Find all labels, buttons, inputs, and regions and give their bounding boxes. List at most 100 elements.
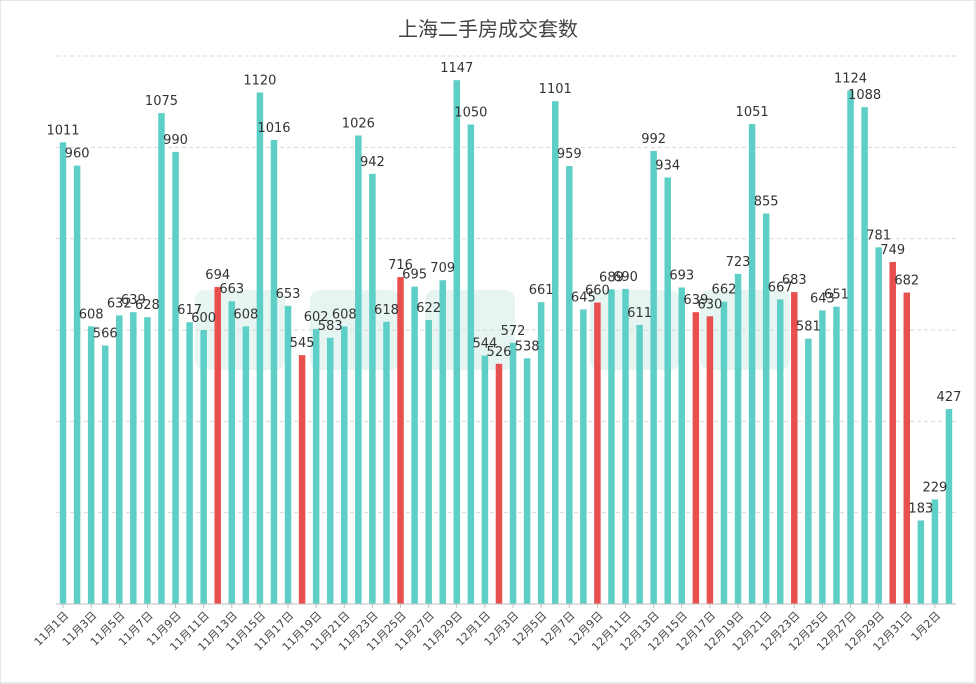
value-label-11月21日: 608 — [332, 307, 357, 322]
bar-11月7日 — [144, 317, 151, 604]
value-label-11月30日: 1050 — [454, 106, 487, 121]
value-label-11月25日: 716 — [388, 258, 413, 273]
value-label-11月9日: 990 — [163, 133, 188, 148]
bar-12月16日 — [692, 312, 700, 604]
bar-12月11日 — [622, 288, 629, 604]
value-label-12月3日: 572 — [501, 324, 526, 339]
value-label-11月1日: 1011 — [46, 123, 79, 138]
bar-12月3日 — [509, 342, 517, 604]
bar-12月1日 — [481, 355, 489, 604]
bar-12月18日 — [720, 301, 728, 604]
bar-12月13日 — [650, 150, 657, 604]
value-label-12月2日: 526 — [487, 345, 512, 360]
bar-12月12日 — [636, 324, 643, 604]
value-label-12月24日: 581 — [796, 320, 821, 335]
bar-12月7日 — [566, 166, 573, 604]
value-label-12月28日: 1088 — [848, 88, 881, 103]
value-label-1月2日: 229 — [922, 480, 947, 495]
bar-12月10日 — [608, 289, 615, 604]
bar-11月17日 — [284, 305, 292, 604]
value-label-12月22日: 667 — [768, 280, 793, 295]
value-label-12月21日: 855 — [754, 195, 779, 210]
value-label-12月17日: 630 — [697, 297, 722, 312]
bar-12月9日 — [594, 302, 601, 604]
bar-11月22日 — [355, 135, 362, 604]
bar-11月4日 — [101, 345, 109, 604]
value-label-11月3日: 608 — [79, 307, 104, 322]
bar-11月12日 — [214, 287, 221, 604]
bar-11月5日 — [116, 315, 123, 604]
bar-11月10日 — [186, 322, 193, 604]
bar-12月15日 — [678, 287, 686, 604]
value-label-12月10日: 689 — [599, 270, 624, 285]
bar-12月4日 — [523, 358, 531, 604]
value-label-12月15日: 693 — [669, 269, 694, 284]
bar-12月28日 — [861, 107, 868, 604]
value-label-11月7日: 628 — [135, 298, 160, 313]
bars — [59, 80, 953, 605]
bar-11月11日 — [200, 330, 207, 604]
bar-11月8日 — [158, 113, 165, 604]
value-label-11月22日: 1026 — [342, 116, 375, 131]
value-label-11月20日: 583 — [318, 319, 343, 334]
bar-12月24日 — [805, 338, 812, 604]
value-label-12月31日: 682 — [894, 274, 919, 289]
value-label-11月11日: 600 — [191, 311, 216, 326]
bar-11月23日 — [369, 173, 376, 604]
bar-11月25日 — [397, 277, 404, 604]
bar-12月2日 — [495, 363, 503, 604]
bar-11月2日 — [73, 165, 81, 604]
value-label-12月12日: 611 — [627, 306, 652, 321]
value-label-12月27日: 1124 — [834, 72, 867, 87]
value-label-12月14日: 934 — [655, 158, 680, 173]
bar-12月6日 — [551, 101, 559, 605]
chart-title: 上海二手房成交套数 — [398, 17, 578, 41]
bar-11月1日 — [59, 142, 67, 604]
value-label-11月5日: 632 — [107, 296, 132, 311]
value-label-11月23日: 942 — [360, 155, 385, 170]
bar-11月28日 — [439, 280, 446, 604]
value-label-11月18日: 545 — [290, 336, 315, 351]
value-label-12月19日: 723 — [726, 255, 751, 270]
bar-11月27日 — [425, 319, 432, 604]
bar-12月23日 — [791, 292, 798, 604]
value-label-12月23日: 683 — [782, 273, 807, 288]
bar-12月29日 — [875, 247, 882, 605]
value-label-11月29日: 1147 — [440, 61, 473, 76]
bar-12月19日 — [734, 273, 742, 604]
bar-11月3日 — [87, 326, 95, 604]
bar-11月13日 — [228, 301, 236, 604]
value-label-11月24日: 618 — [374, 303, 399, 318]
value-label-11月14日: 608 — [233, 307, 258, 322]
value-label-1月1日: 183 — [908, 501, 933, 516]
value-label-11月2日: 960 — [65, 147, 90, 162]
value-label-12月5日: 661 — [529, 283, 554, 298]
bar-11月21日 — [341, 326, 348, 604]
bar-11月18日 — [298, 355, 306, 604]
value-label-11月10日: 617 — [177, 303, 202, 318]
bar-11月16日 — [270, 140, 278, 604]
bar-12月31日 — [903, 292, 911, 604]
bar-12月17日 — [706, 316, 714, 604]
value-label-12月25日: 643 — [810, 291, 835, 306]
bar-11月24日 — [383, 321, 390, 604]
bar-12月30日 — [889, 261, 896, 604]
bar-12月14日 — [664, 177, 671, 604]
bar-11月30日 — [467, 124, 475, 604]
value-label-12月9日: 660 — [585, 284, 610, 299]
value-label-11月8日: 1075 — [145, 94, 178, 109]
value-label-1月3日: 427 — [937, 390, 962, 405]
bar-1月2日 — [931, 499, 939, 604]
bar-12月5日 — [537, 302, 545, 604]
value-label-11月15日: 1120 — [243, 74, 276, 89]
bar-11月14日 — [242, 326, 250, 604]
value-label-11月26日: 695 — [402, 268, 427, 283]
bar-1月1日 — [917, 520, 925, 604]
value-label-11月19日: 602 — [304, 310, 329, 325]
value-label-11月17日: 653 — [276, 287, 301, 302]
bar-11月19日 — [312, 329, 320, 604]
value-label-12月6日: 1101 — [539, 82, 572, 97]
bar-12月20日 — [748, 124, 756, 604]
